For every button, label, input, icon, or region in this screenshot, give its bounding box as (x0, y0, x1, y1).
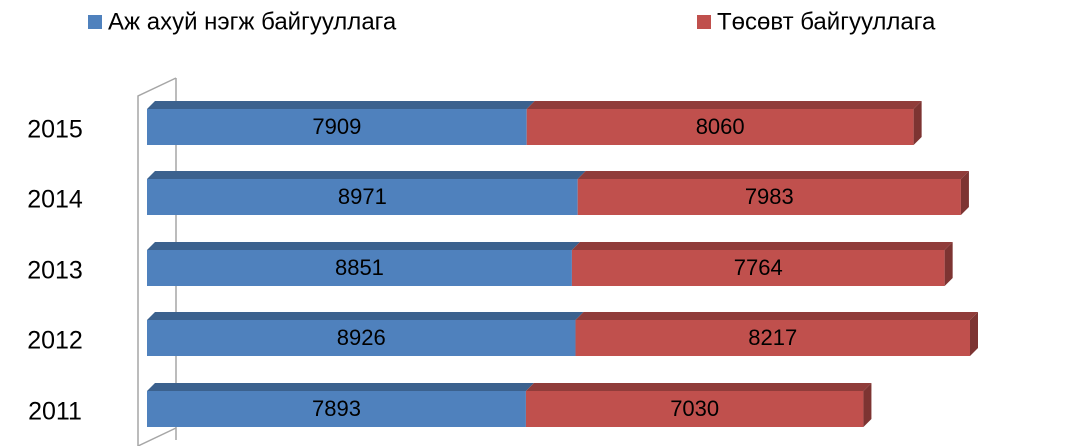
bar (575, 320, 970, 356)
bar (147, 109, 527, 145)
bar (526, 109, 914, 145)
bar-side (960, 171, 969, 215)
bar-top (147, 242, 580, 250)
legend-label: Төсөвт байгууллага (717, 8, 936, 35)
value-label: 7983 (745, 184, 794, 209)
value-label: 7030 (670, 396, 719, 421)
category-label: 2015 (27, 116, 83, 144)
bar-segment (526, 101, 922, 145)
value-label: 7909 (312, 114, 361, 139)
bar-side (970, 312, 978, 356)
bar (147, 320, 576, 356)
bar-segment (147, 312, 584, 356)
bar-top (575, 312, 978, 320)
bar-top (147, 171, 586, 179)
bar (525, 391, 864, 427)
bar (147, 391, 526, 427)
bar (577, 179, 961, 215)
bar-segment (575, 312, 978, 356)
bar-segment (147, 242, 580, 286)
bar (571, 250, 945, 286)
legend-swatch (88, 15, 102, 29)
legend-swatch (697, 15, 711, 29)
bar-side (863, 383, 872, 427)
bar (147, 179, 578, 215)
bar-side (944, 242, 953, 286)
value-label: 7764 (734, 255, 783, 280)
bar-segment (525, 383, 872, 427)
bar-top (147, 383, 534, 391)
bar-segment (147, 101, 535, 145)
value-label: 8926 (337, 325, 386, 350)
bar-segment (147, 171, 586, 215)
value-label: 8851 (335, 255, 384, 280)
value-label: 8971 (338, 184, 387, 209)
category-label: 2012 (27, 327, 83, 355)
bar-top (571, 242, 953, 250)
wall-side (137, 77, 177, 446)
category-label: 2011 (28, 398, 82, 426)
wall-floor (137, 427, 177, 446)
legend-label: Аж ахуй нэгж байгууллага (108, 8, 397, 35)
value-label: 7893 (312, 396, 361, 421)
category-label: 2014 (27, 186, 83, 214)
bar-top (526, 101, 922, 109)
bar-segment (147, 383, 534, 427)
bar-top (147, 101, 535, 109)
value-label: 8217 (748, 325, 797, 350)
bar-top (525, 383, 872, 391)
value-label: 8060 (696, 114, 745, 139)
bar-segment (577, 171, 969, 215)
bar-top (577, 171, 969, 179)
category-label: 2013 (27, 257, 83, 285)
bar (147, 250, 572, 286)
bar-top (147, 312, 584, 320)
bar-segment (571, 242, 953, 286)
bar-side (913, 101, 922, 145)
